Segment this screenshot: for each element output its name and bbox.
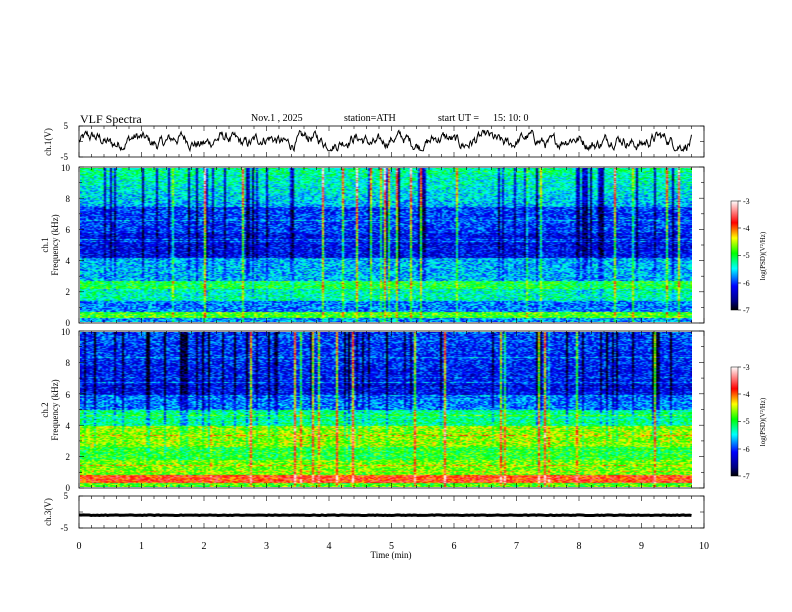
date-label: Nov.1 , 2025 [251, 113, 303, 124]
ch2-spec-label: ch.2 [40, 402, 50, 417]
xtick-10: 10 [699, 541, 709, 552]
ch3-ytick-bottom: -5 [61, 523, 69, 533]
xtick-6: 6 [452, 541, 457, 552]
xtick-0: 0 [77, 541, 82, 552]
xtick-9: 9 [639, 541, 644, 552]
ch1-spectrogram-image [80, 168, 692, 322]
ch1-ytick-top: 5 [64, 121, 69, 131]
cb2-tick-m7: -7 [743, 472, 750, 481]
ch2-spec-ytick-6: 6 [66, 390, 71, 400]
cb1-tick-m4: -4 [743, 224, 750, 233]
ch1-spec-ylabel: Frequency (kHz) [50, 214, 60, 275]
ch2-spec-ylabel: Frequency (kHz) [50, 379, 60, 440]
start-time-value: 15: 10: 0 [493, 113, 529, 124]
cb2-tick-m4: -4 [743, 390, 750, 399]
cb2-tick-m6: -6 [743, 445, 750, 454]
axis-ticks [78, 125, 705, 529]
ch1-spec-ytick-10: 10 [61, 163, 71, 173]
ch2-spectrogram-image [80, 332, 692, 487]
cb1-tick-m3: -3 [743, 197, 750, 206]
ch1-spec-ytick-2: 2 [66, 287, 71, 297]
station-label: station=ATH [344, 113, 396, 124]
colorbar-ch2-gradient [730, 366, 739, 477]
ch2-spec-ytick-10: 10 [61, 327, 71, 337]
cb1-tick-m5: -5 [743, 251, 750, 260]
ch1-spec-ytick-0: 0 [66, 318, 71, 328]
colorbar-ch2: -3 -4 -5 -6 -7 log(PSD)(V²/Hz) [730, 363, 767, 481]
ch1-ytick-bottom: -5 [61, 152, 69, 162]
ch3-ytick-top: 5 [64, 491, 69, 501]
cb1-label: log(PSD)(V²/Hz) [759, 231, 767, 280]
x-axis-label: Time (min) [371, 550, 412, 560]
cb2-label: log(PSD)(V²/Hz) [759, 397, 767, 446]
ch2-spec-ytick-4: 4 [66, 421, 71, 431]
ch2-spec-ytick-0: 0 [66, 483, 71, 493]
ch3-ylabel: ch.3(V) [43, 498, 53, 526]
xtick-7: 7 [514, 541, 519, 552]
ch2-spec-ytick-2: 2 [66, 452, 71, 462]
ch1-spec-yticks: 0 2 4 6 8 10 [61, 163, 71, 328]
chart-title: VLF Spectra [80, 112, 142, 126]
ch1-spec-ytick-8: 8 [66, 194, 71, 204]
cb1-tick-m7: -7 [743, 306, 750, 315]
ch2-spectrogram-panel [78, 330, 705, 489]
colorbar-ch1-gradient [730, 200, 739, 311]
ch2-spec-yticks: 0 2 4 6 8 10 [61, 327, 71, 493]
ch2-spec-ytick-8: 8 [66, 358, 71, 368]
cb1-tick-m6: -6 [743, 279, 750, 288]
ch1-waveform-line [78, 129, 692, 153]
xtick-3: 3 [264, 541, 269, 552]
cb2-tick-m3: -3 [743, 363, 750, 372]
ch1-spec-ytick-6: 6 [66, 225, 71, 235]
xtick-4: 4 [327, 541, 332, 552]
start-label: start UT = [438, 113, 480, 124]
ch1-ylabel: ch.1(V) [43, 128, 53, 156]
xtick-2: 2 [202, 541, 207, 552]
ch1-spec-label: ch.1 [40, 237, 50, 252]
xtick-8: 8 [577, 541, 582, 552]
colorbar-ch1: -3 -4 -5 -6 -7 log(PSD)(V²/Hz) [730, 197, 767, 315]
cb2-tick-m5: -5 [743, 417, 750, 426]
xtick-5: 5 [389, 541, 394, 552]
x-axis-tick-labels: 0 1 2 3 4 5 6 7 8 9 10 [77, 541, 710, 552]
ch1-spectrogram-panel [78, 166, 705, 324]
ch1-spec-ytick-4: 4 [66, 256, 71, 266]
ch3-waveform-line [78, 513, 692, 518]
xtick-1: 1 [139, 541, 144, 552]
